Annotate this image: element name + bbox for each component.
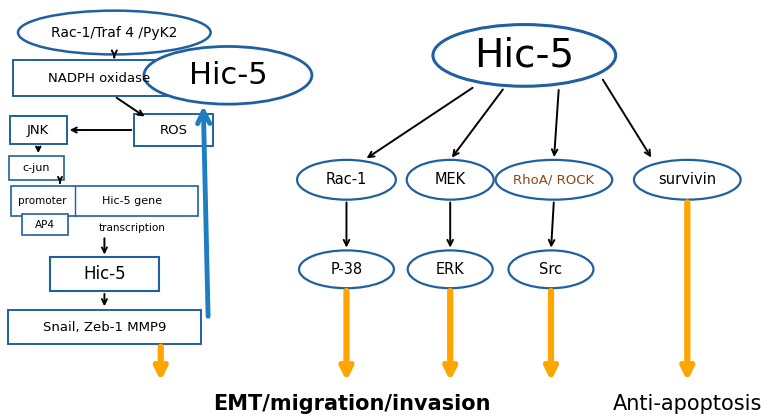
- FancyBboxPatch shape: [23, 214, 68, 236]
- Text: EMT/migration/invasion: EMT/migration/invasion: [212, 394, 490, 414]
- Ellipse shape: [299, 250, 394, 288]
- Text: Hic-5: Hic-5: [83, 265, 126, 283]
- FancyBboxPatch shape: [50, 257, 159, 291]
- Text: MEK: MEK: [435, 172, 465, 187]
- Text: ROS: ROS: [159, 123, 187, 136]
- Ellipse shape: [634, 160, 740, 200]
- FancyBboxPatch shape: [9, 156, 64, 180]
- Text: Snail, Zeb-1 MMP9: Snail, Zeb-1 MMP9: [43, 321, 166, 334]
- Text: promoter: promoter: [18, 196, 66, 206]
- Ellipse shape: [407, 160, 494, 200]
- Text: JNK: JNK: [27, 123, 49, 136]
- Ellipse shape: [18, 11, 211, 54]
- Ellipse shape: [297, 160, 396, 200]
- Text: NADPH oxidase: NADPH oxidase: [48, 72, 151, 85]
- Text: P-38: P-38: [330, 262, 362, 277]
- Text: Rac-1: Rac-1: [326, 172, 367, 187]
- Text: AP4: AP4: [35, 219, 55, 229]
- Text: Src: Src: [540, 262, 562, 277]
- FancyBboxPatch shape: [9, 116, 67, 144]
- Text: c-jun: c-jun: [23, 163, 50, 173]
- FancyBboxPatch shape: [11, 186, 198, 216]
- Ellipse shape: [408, 250, 493, 288]
- FancyBboxPatch shape: [134, 114, 213, 146]
- Text: Rac-1/Traf 4 /PyK2: Rac-1/Traf 4 /PyK2: [51, 25, 177, 40]
- Text: ERK: ERK: [436, 262, 465, 277]
- Text: RhoA/ ROCK: RhoA/ ROCK: [513, 173, 594, 186]
- Ellipse shape: [496, 160, 612, 200]
- Ellipse shape: [433, 25, 615, 86]
- Text: survivin: survivin: [658, 172, 716, 187]
- Ellipse shape: [144, 46, 312, 104]
- Text: Anti-apoptosis: Anti-apoptosis: [612, 394, 762, 414]
- Text: Hic-5: Hic-5: [474, 36, 574, 74]
- Text: transcription: transcription: [98, 223, 166, 233]
- Text: Hic-5: Hic-5: [188, 61, 267, 90]
- Ellipse shape: [508, 250, 594, 288]
- FancyBboxPatch shape: [13, 60, 186, 96]
- Text: Hic-5 gene: Hic-5 gene: [102, 196, 162, 206]
- FancyBboxPatch shape: [8, 310, 201, 344]
